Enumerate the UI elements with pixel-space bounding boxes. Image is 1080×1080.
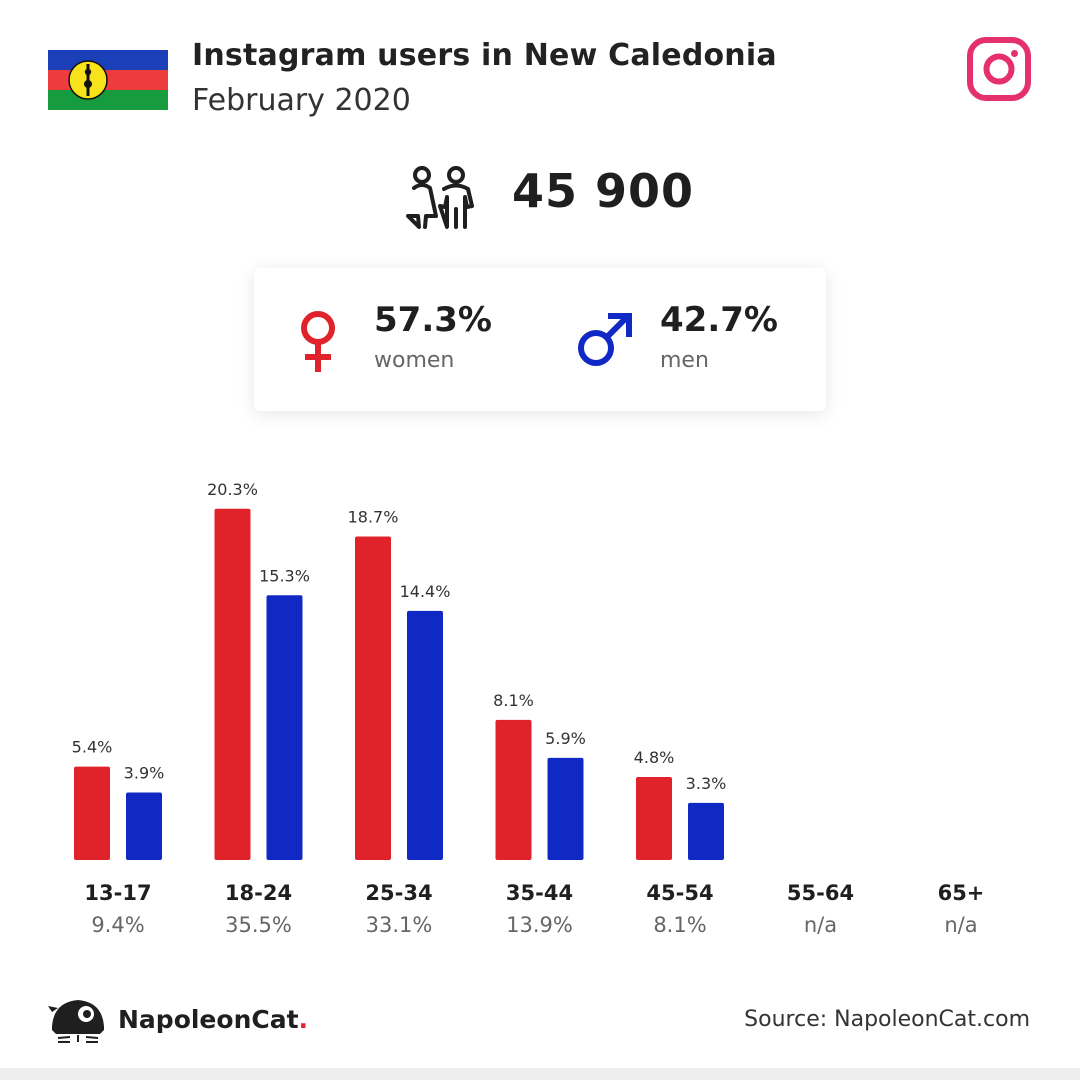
bar-value-label: 3.3% (686, 774, 727, 793)
bar-value-label: 20.3% (207, 480, 258, 499)
bar-men-45-54 (688, 802, 724, 860)
category-label: 25-34 (365, 881, 432, 905)
users-icon (406, 166, 474, 229)
bar-value-label: 14.4% (400, 582, 451, 601)
bar-women-35-44 (495, 719, 532, 860)
brand-text: NapoleonCat (118, 1005, 299, 1034)
bar-men-18-24 (266, 595, 303, 860)
category-total-label: 13.9% (506, 913, 573, 937)
category-total-label: 33.1% (366, 913, 433, 937)
source-text: Source: NapoleonCat.com (744, 1007, 1030, 1032)
page-subtitle: February 2020 (192, 83, 411, 118)
bar-men-25-34 (407, 610, 443, 860)
total-users: 45 900 (512, 164, 695, 218)
men-label: men (660, 348, 709, 373)
bar-value-label: 18.7% (348, 507, 399, 526)
napoleoncat-logo-icon (48, 1000, 104, 1043)
footer-bar (0, 1068, 1080, 1080)
category-label: 65+ (938, 881, 985, 905)
bar-women-13-17 (74, 766, 110, 860)
bar-women-18-24 (214, 508, 251, 860)
women-label: women (374, 348, 455, 373)
page-title: Instagram users in New Caledonia (192, 38, 777, 73)
brand-name: NapoleonCat. (118, 1005, 308, 1034)
bar-women-45-54 (636, 776, 672, 860)
category-label: 55-64 (787, 881, 854, 905)
instagram-icon (967, 37, 1031, 101)
new-caledonia-flag-icon (48, 50, 168, 110)
bar-value-label: 3.9% (124, 764, 165, 783)
bar-value-label: 5.4% (72, 738, 113, 757)
gender-card: 57.3% women 42.7% men (254, 268, 826, 411)
bar-men-35-44 (547, 757, 584, 860)
bar-value-label: 4.8% (634, 748, 675, 767)
category-total-label: 9.4% (91, 913, 144, 937)
bar-value-label: 8.1% (493, 691, 534, 710)
women-percentage: 57.3% (374, 300, 492, 340)
bar-value-label: 5.9% (545, 729, 586, 748)
category-label: 18-24 (225, 881, 292, 905)
bar-men-13-17 (126, 792, 162, 860)
category-total-label: 35.5% (225, 913, 292, 937)
female-icon (301, 311, 335, 372)
male-icon (578, 313, 632, 366)
bar-women-25-34 (355, 536, 391, 860)
age-gender-bar-chart: 5.4% 3.9% 13-17 9.4% 20.3% 15.3% 18-24 35.5% 18.… (72, 480, 985, 937)
category-label: 13-17 (84, 881, 151, 905)
men-percentage: 42.7% (660, 300, 778, 340)
brand-dot: . (298, 1005, 309, 1034)
category-total-label: n/a (804, 913, 837, 937)
category-label: 45-54 (646, 881, 713, 905)
category-total-label: n/a (944, 913, 977, 937)
category-total-label: 8.1% (653, 913, 706, 937)
bar-value-label: 15.3% (259, 566, 310, 585)
category-label: 35-44 (506, 881, 573, 905)
